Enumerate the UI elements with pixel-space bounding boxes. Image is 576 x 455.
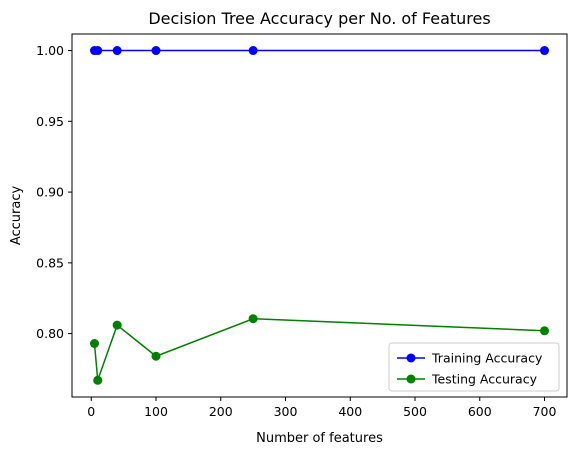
series-line-testing	[93, 317, 545, 381]
data-point-testing	[112, 320, 122, 330]
data-point-testing	[248, 314, 258, 324]
x-tick-label: 200	[209, 404, 233, 419]
data-point-training	[540, 46, 549, 56]
data-point-training	[112, 46, 122, 56]
y-tick-label: 0.95	[36, 114, 64, 129]
x-tick-label: 0	[87, 404, 95, 419]
legend: Training Accuracy Testing Accuracy	[388, 342, 560, 392]
legend-marker	[406, 374, 416, 384]
y-tick-label: 0.80	[36, 326, 64, 341]
x-tick-label: 700	[533, 404, 557, 419]
x-tick-label: 600	[468, 404, 492, 419]
x-tick-label: 100	[144, 404, 168, 419]
legend-marker	[406, 353, 416, 363]
data-point-testing	[90, 339, 99, 349]
data-point-testing	[93, 375, 103, 385]
data-point-testing	[540, 326, 549, 336]
data-point-training	[151, 46, 161, 56]
y-tick-label: 0.85	[36, 255, 64, 270]
x-tick-label: 300	[274, 404, 298, 419]
legend-label: Training Accuracy	[431, 351, 543, 366]
y-axis-label: Accuracy	[9, 186, 24, 246]
data-point-testing	[151, 351, 161, 361]
legend-box	[388, 342, 560, 392]
data-point-training	[93, 46, 103, 56]
chart-title: Decision Tree Accuracy per No. of Featur…	[148, 9, 490, 28]
ticks: 0 100 200 300 400 500 600 700 0.80 0.85 0.90 0.95 1.…	[36, 43, 556, 419]
x-tick-label: 500	[403, 404, 427, 419]
y-tick-label: 0.90	[36, 185, 64, 200]
y-tick-label: 1.00	[36, 43, 64, 58]
x-axis-label: Number of features	[256, 431, 383, 446]
plot-frame	[71, 33, 568, 398]
data-point-training	[248, 46, 258, 56]
legend-label: Testing Accuracy	[431, 372, 538, 387]
series	[90, 46, 549, 385]
x-tick-label: 400	[338, 404, 362, 419]
